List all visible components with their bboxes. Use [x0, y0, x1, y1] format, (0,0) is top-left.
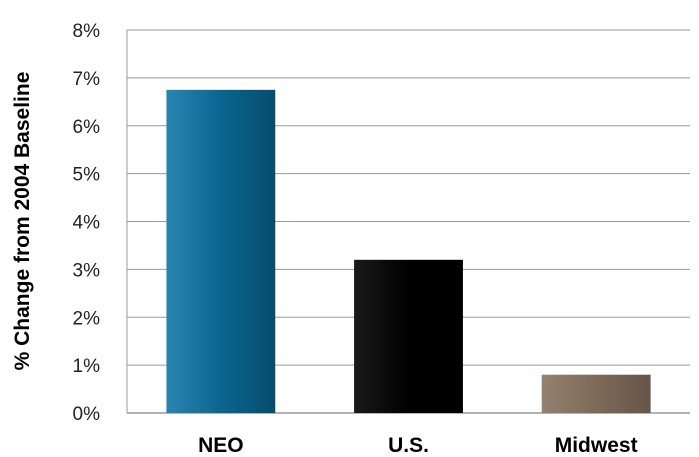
- y-tick-label: 7%: [73, 69, 101, 90]
- x-category-label: Midwest: [555, 434, 638, 457]
- bar-neo: [166, 89, 276, 413]
- y-tick-label: 8%: [73, 21, 101, 42]
- y-axis-ticks: 0% 1% 2% 3% 4% 5% 6% 7% 8%: [73, 21, 101, 425]
- y-tick-label: 0%: [73, 404, 101, 425]
- x-category-label: U.S.: [388, 434, 429, 457]
- bars: [166, 89, 651, 413]
- bar-u-s: [354, 259, 463, 413]
- y-axis-title: % Change from 2004 Baseline: [11, 72, 34, 371]
- bar-midwest: [541, 374, 651, 413]
- y-tick-label: 2%: [73, 308, 101, 329]
- y-tick-label: 1%: [73, 356, 101, 377]
- y-tick-label: 4%: [73, 213, 101, 234]
- x-axis-categories: NEO U.S. Midwest: [198, 434, 638, 457]
- y-tick-label: 5%: [73, 165, 101, 186]
- y-tick-label: 3%: [73, 260, 101, 281]
- y-tick-label: 6%: [73, 117, 101, 138]
- x-category-label: NEO: [198, 434, 244, 457]
